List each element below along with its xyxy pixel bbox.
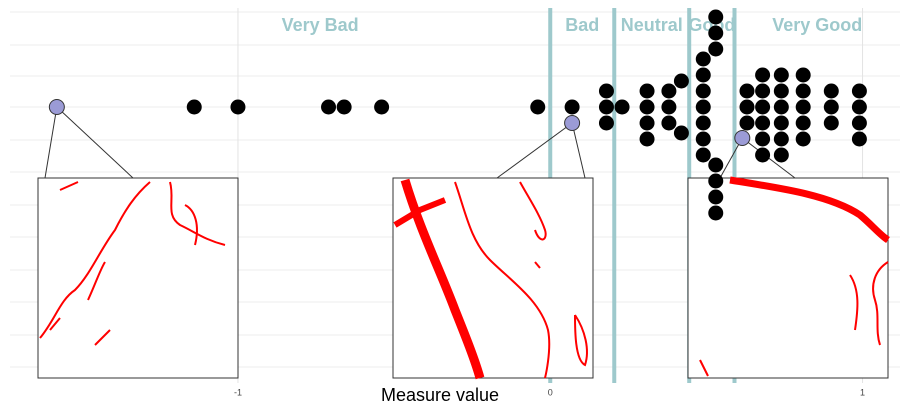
dot: [708, 205, 724, 221]
dot: [661, 83, 677, 99]
dot: [851, 115, 867, 131]
dot: [639, 83, 655, 99]
x-tick-label: 1: [860, 387, 865, 397]
dot: [186, 99, 202, 115]
inset: [37, 177, 239, 379]
dot: [755, 67, 771, 83]
dot: [755, 131, 771, 147]
dot: [734, 130, 751, 146]
zone-label: Very Bad: [282, 15, 359, 35]
dot: [695, 115, 711, 131]
zone-label: Good: [688, 15, 735, 35]
dot: [321, 99, 337, 115]
dot: [773, 99, 789, 115]
x-axis-title: Measure value: [381, 385, 499, 403]
dot: [708, 41, 724, 57]
dot: [755, 147, 771, 163]
dot: [639, 99, 655, 115]
dot: [823, 99, 839, 115]
dot: [695, 99, 711, 115]
dot: [614, 99, 630, 115]
dot: [795, 99, 811, 115]
dot: [755, 99, 771, 115]
dot: [695, 147, 711, 163]
ticks: -1 0 1: [234, 387, 865, 397]
dot: [739, 83, 755, 99]
zone-label: Very Good: [772, 15, 862, 35]
dot: [661, 99, 677, 115]
dot: [336, 99, 352, 115]
connector: [44, 106, 58, 179]
dot: [708, 9, 724, 25]
x-tick-label: 0: [548, 387, 553, 397]
dot: [230, 99, 246, 115]
connector: [56, 106, 134, 179]
dot: [48, 99, 65, 115]
dot: [739, 115, 755, 131]
insets: [37, 176, 890, 380]
dot: [795, 83, 811, 99]
dot: [795, 131, 811, 147]
dot: [773, 131, 789, 147]
dot: [639, 115, 655, 131]
dot: [708, 189, 724, 205]
dot: [374, 99, 390, 115]
dot: [598, 115, 614, 131]
connector: [496, 122, 573, 179]
dot: [773, 115, 789, 131]
dots: [48, 9, 867, 221]
dot: [755, 115, 771, 131]
dot: [530, 99, 546, 115]
dot: [795, 67, 811, 83]
dot: [823, 83, 839, 99]
dot: [695, 51, 711, 67]
dot: [708, 173, 724, 189]
dot: [639, 131, 655, 147]
inset: [392, 177, 594, 380]
dot: [598, 99, 614, 115]
zone-label: Neutral: [621, 15, 683, 35]
dot: [661, 115, 677, 131]
dot: [773, 67, 789, 83]
dot: [695, 83, 711, 99]
dot: [795, 115, 811, 131]
dot: [851, 131, 867, 147]
connector: [571, 122, 586, 179]
dot: [673, 73, 689, 89]
dot: [755, 83, 771, 99]
dot: [564, 99, 580, 115]
dot: [598, 83, 614, 99]
links: [44, 106, 796, 179]
zone-label: Bad: [565, 15, 599, 35]
dot: [695, 67, 711, 83]
dot: [773, 147, 789, 163]
dot: [823, 115, 839, 131]
dot: [851, 99, 867, 115]
dot: [851, 83, 867, 99]
dot: [695, 131, 711, 147]
dot: [773, 83, 789, 99]
dot: [673, 125, 689, 141]
dot: [708, 157, 724, 173]
x-tick-label: -1: [234, 387, 242, 397]
dot: [739, 99, 755, 115]
dot: [564, 115, 581, 131]
dot: [708, 25, 724, 41]
